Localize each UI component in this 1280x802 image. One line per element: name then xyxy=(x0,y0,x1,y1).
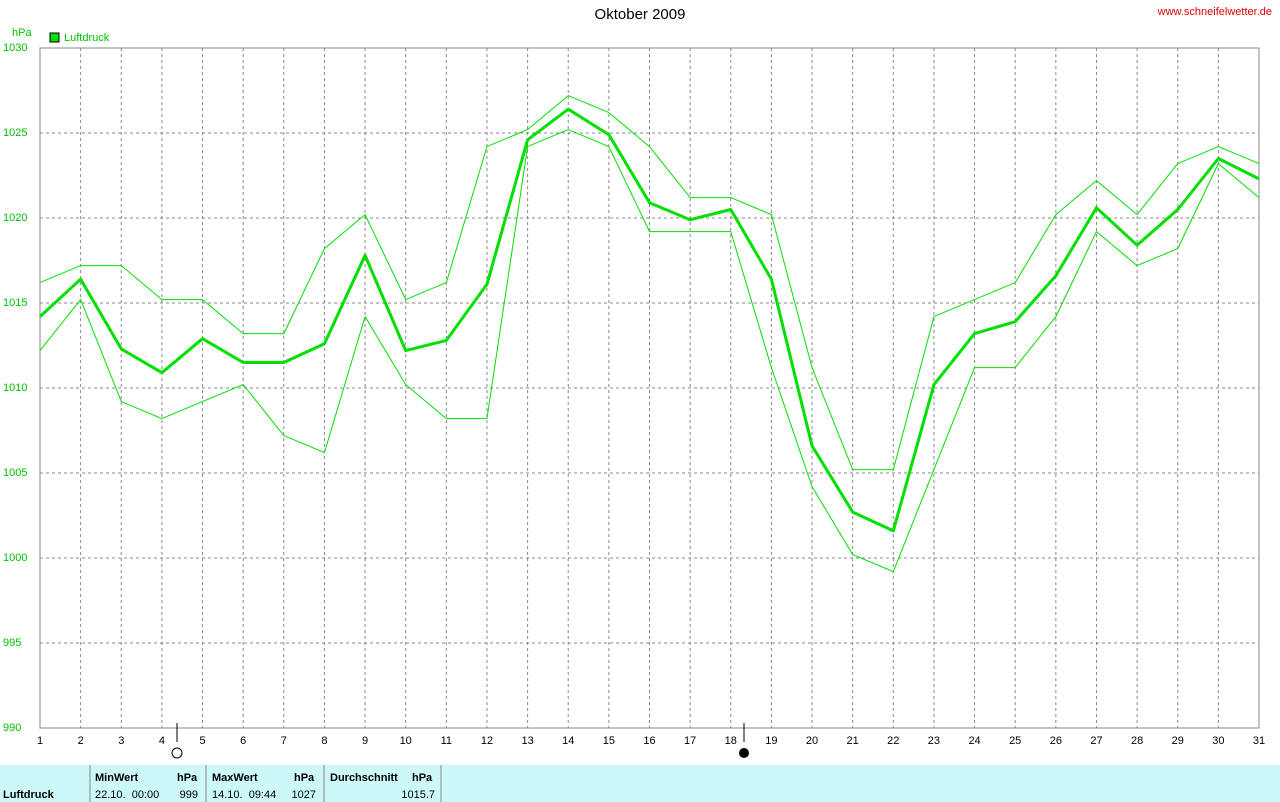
min-unit: hPa xyxy=(177,772,198,784)
x-tick-label: 16 xyxy=(643,735,655,747)
x-tick-label: 25 xyxy=(1009,735,1021,747)
line-series xyxy=(38,107,1260,533)
x-tick-label: 12 xyxy=(481,735,493,747)
min-value: 999 xyxy=(180,789,198,801)
line-series xyxy=(39,95,1260,471)
avg-title: Durchschnitt xyxy=(330,772,398,784)
y-tick-label: 1020 xyxy=(3,212,27,224)
footer: Luftdruck MinWert hPa 22.10. 00:00 999 M… xyxy=(0,765,1280,802)
x-tick-label: 11 xyxy=(441,735,452,747)
x-tick-label: 22 xyxy=(887,735,899,747)
y-tick-label: 1025 xyxy=(3,127,27,139)
footer-bg xyxy=(0,765,1280,802)
x-tick-label: 15 xyxy=(603,735,615,747)
x-tick-label: 19 xyxy=(765,735,777,747)
x-tick-label: 8 xyxy=(321,735,327,747)
x-tick-label: 13 xyxy=(521,735,533,747)
x-tick-label: 18 xyxy=(725,735,737,747)
new-moon xyxy=(739,748,749,758)
legend-label: Luftdruck xyxy=(64,32,110,44)
footer-label: Luftdruck xyxy=(3,789,55,801)
y-tick-label: 1030 xyxy=(3,42,27,54)
y-tick-label: 1015 xyxy=(3,297,27,309)
y-tick-label: 1005 xyxy=(3,467,27,479)
full-moon xyxy=(171,747,183,759)
x-tick-label: 2 xyxy=(78,735,84,747)
avg-value: 1015.7 xyxy=(401,789,435,801)
max-title: MaxWert xyxy=(212,772,258,784)
x-tick-label: 27 xyxy=(1090,735,1102,747)
max-date: 14.10. 09:44 xyxy=(212,789,276,801)
x-tick-label: 10 xyxy=(400,735,412,747)
avg-unit: hPa xyxy=(412,772,433,784)
legend-swatch xyxy=(49,32,60,43)
y-tick-label: 990 xyxy=(3,722,21,734)
x-tick-label: 1 xyxy=(37,735,43,747)
x-tick-label: 14 xyxy=(562,735,574,747)
max-value: 1027 xyxy=(292,789,316,801)
x-tick-label: 29 xyxy=(1172,735,1184,747)
y-unit: hPa xyxy=(12,27,32,39)
source: www.schneifelwetter.de xyxy=(1157,6,1272,18)
x-tick-label: 23 xyxy=(928,735,940,747)
x-tick-label: 28 xyxy=(1131,735,1143,747)
x-tick-label: 30 xyxy=(1212,735,1224,747)
x-tick-label: 31 xyxy=(1253,735,1265,747)
x-tick-label: 4 xyxy=(159,735,165,747)
x-tick-label: 24 xyxy=(968,735,980,747)
max-unit: hPa xyxy=(294,772,315,784)
x-tick-label: 7 xyxy=(281,735,287,747)
min-title: MinWert xyxy=(95,772,139,784)
x-tick-label: 5 xyxy=(199,735,205,747)
x-tick-label: 3 xyxy=(118,735,124,747)
x-tick-label: 9 xyxy=(362,735,368,747)
y-tick-label: 1000 xyxy=(3,552,27,564)
x-tick-label: 21 xyxy=(847,735,859,747)
x-tick-label: 6 xyxy=(240,735,246,747)
chart-title: Oktober 2009 xyxy=(595,6,686,23)
min-date: 22.10. 00:00 xyxy=(95,789,159,801)
x-tick-label: 26 xyxy=(1050,735,1062,747)
x-tick-label: 20 xyxy=(806,735,818,747)
y-tick-label: 1010 xyxy=(3,382,27,394)
y-tick-label: 995 xyxy=(3,637,21,649)
x-tick-label: 17 xyxy=(684,735,696,747)
line-series xyxy=(39,129,1260,573)
